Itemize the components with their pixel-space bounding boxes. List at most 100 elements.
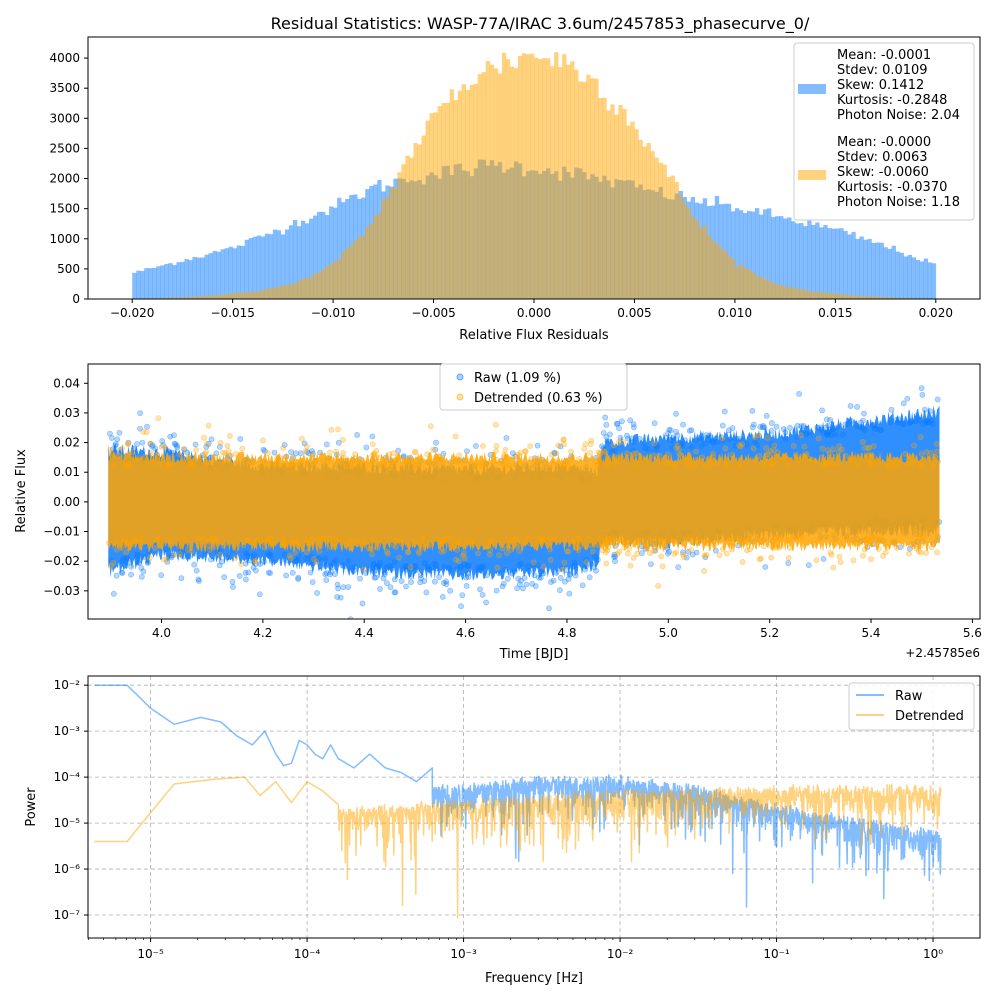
histogram-bar bbox=[268, 287, 274, 299]
scatter-point bbox=[889, 539, 896, 546]
scatter-point bbox=[822, 459, 829, 466]
scatter-point bbox=[405, 549, 412, 555]
histogram-bar bbox=[879, 296, 884, 299]
scatter-point bbox=[135, 557, 142, 564]
scatter-point bbox=[630, 421, 637, 427]
x-tick-label: 4.2 bbox=[253, 626, 272, 640]
scatter-point bbox=[430, 446, 436, 453]
scatter-point bbox=[483, 572, 490, 579]
scatter-point bbox=[636, 539, 643, 545]
histogram-bar bbox=[308, 277, 314, 299]
scatter-point bbox=[835, 448, 842, 455]
scatter-point bbox=[337, 594, 344, 601]
scatter-point bbox=[666, 426, 673, 433]
scatter-point bbox=[857, 424, 864, 430]
histogram-bar bbox=[594, 78, 599, 299]
scatter-point bbox=[281, 442, 288, 448]
scatter-point bbox=[326, 455, 332, 461]
scatter-point bbox=[899, 420, 906, 427]
scatter-point bbox=[564, 548, 571, 555]
scatter-point bbox=[750, 445, 757, 452]
scatter-point bbox=[212, 543, 218, 550]
scatter-point bbox=[802, 431, 809, 438]
histogram-bar bbox=[288, 284, 294, 299]
histogram-bar bbox=[602, 97, 607, 299]
legend-stat: Stdev: 0.0109 bbox=[837, 63, 928, 78]
histogram-bar bbox=[304, 223, 310, 299]
scatter-point bbox=[529, 580, 536, 587]
scatter-point bbox=[439, 594, 446, 600]
scatter-point bbox=[260, 539, 267, 546]
scatter-point bbox=[125, 452, 131, 459]
scatter-point bbox=[927, 408, 934, 414]
scatter-point bbox=[370, 561, 377, 568]
scatter-point bbox=[431, 578, 438, 585]
scatter-point bbox=[761, 424, 768, 431]
histogram-bar bbox=[200, 296, 205, 299]
scatter-point bbox=[283, 461, 289, 468]
scatter-point bbox=[693, 549, 700, 556]
scatter-point bbox=[204, 440, 210, 447]
histogram-bar bbox=[887, 248, 892, 299]
x-tick-label: 0.000 bbox=[517, 306, 551, 320]
scatter-point bbox=[884, 544, 890, 550]
scatter-point bbox=[469, 541, 475, 548]
scatter-point bbox=[392, 589, 399, 596]
scatter-point bbox=[527, 443, 534, 450]
scatter-point bbox=[339, 562, 346, 569]
histogram-bar bbox=[385, 197, 390, 299]
histogram-bar bbox=[867, 296, 872, 299]
scatter-point bbox=[184, 546, 191, 553]
scatter-point bbox=[486, 539, 493, 545]
scatter-point bbox=[242, 569, 249, 576]
scatter-point bbox=[829, 539, 836, 546]
scatter-point bbox=[431, 457, 438, 464]
scatter-point bbox=[463, 583, 470, 589]
scatter-point bbox=[108, 557, 115, 564]
scatter-point bbox=[391, 576, 398, 583]
histogram-bar bbox=[164, 297, 169, 299]
scatter-point bbox=[114, 436, 121, 443]
scatter-point bbox=[516, 541, 522, 548]
scatter-point bbox=[567, 572, 573, 578]
x-tick-label: 10⁻¹ bbox=[763, 947, 790, 961]
scatter-point bbox=[222, 450, 228, 457]
scatter-point bbox=[428, 542, 435, 548]
histogram-bar bbox=[558, 67, 563, 299]
scatter-point bbox=[447, 534, 453, 541]
scatter-point bbox=[726, 427, 732, 434]
scatter-point bbox=[338, 460, 345, 466]
scatter-point bbox=[206, 548, 213, 555]
histogram-bar bbox=[734, 267, 740, 299]
scatter-point bbox=[514, 585, 521, 592]
scatter-point bbox=[261, 544, 268, 551]
scatter-point bbox=[107, 447, 114, 453]
y-tick-label: 3500 bbox=[49, 81, 80, 95]
scatter-point bbox=[119, 539, 126, 546]
scatter-point bbox=[403, 583, 409, 590]
histogram-bar bbox=[497, 73, 503, 299]
scatter-point bbox=[743, 441, 750, 448]
x-tick-label: 0.010 bbox=[718, 306, 752, 320]
scatter-point bbox=[123, 555, 130, 562]
scatter-point bbox=[467, 538, 474, 545]
scatter-point bbox=[861, 546, 868, 553]
scatter-point bbox=[636, 435, 643, 442]
scatter-point bbox=[763, 412, 770, 419]
scatter-point bbox=[865, 445, 871, 452]
scatter-point bbox=[650, 452, 657, 459]
scatter-point bbox=[723, 462, 730, 469]
scatter-point bbox=[620, 439, 627, 445]
scatter-point bbox=[169, 552, 176, 559]
scatter-point bbox=[853, 455, 859, 462]
histogram-bar bbox=[835, 293, 840, 299]
scatter-point bbox=[226, 433, 233, 439]
scatter-point bbox=[503, 550, 510, 556]
scatter-point bbox=[753, 456, 759, 462]
scatter-point bbox=[633, 450, 640, 457]
scatter-point bbox=[916, 417, 923, 423]
scatter-point bbox=[510, 536, 517, 543]
histogram-bar bbox=[803, 289, 808, 299]
scatter-point bbox=[257, 561, 263, 567]
scatter-point bbox=[729, 451, 736, 458]
